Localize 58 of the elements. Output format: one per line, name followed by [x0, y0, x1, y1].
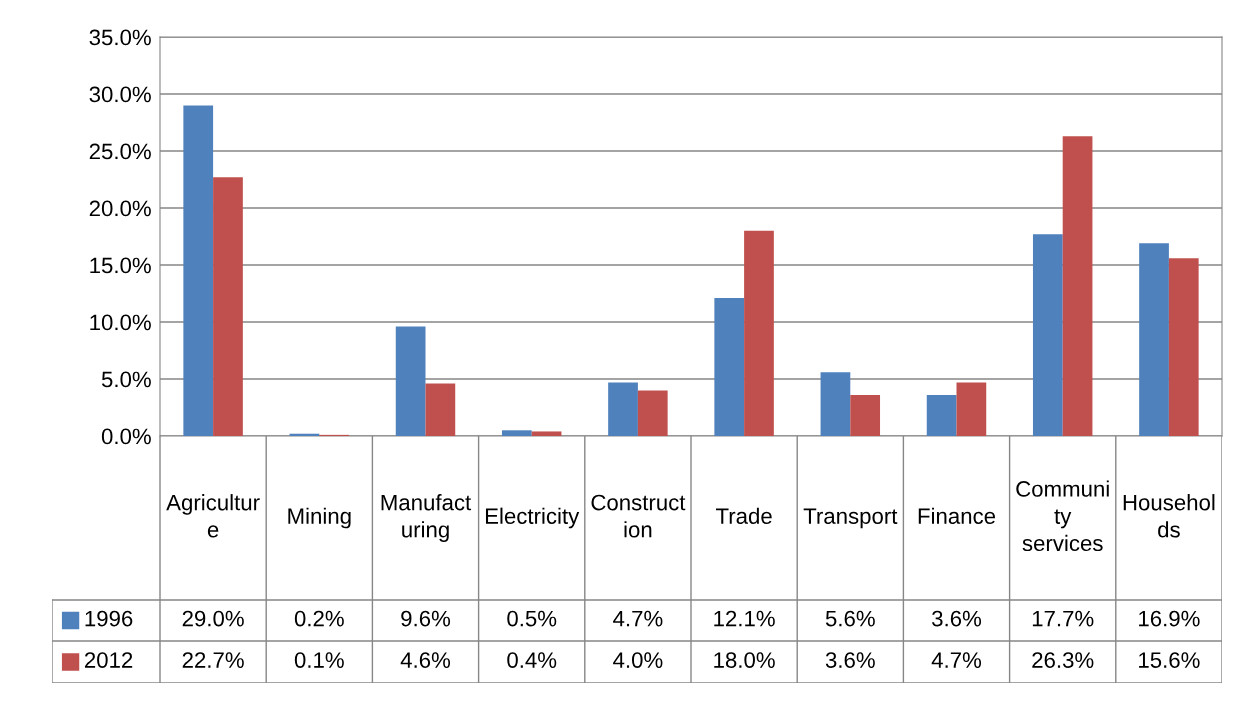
data-label: 26.3%: [1032, 652, 1094, 668]
bar: [425, 383, 456, 436]
data-label: 12.1%: [714, 610, 775, 627]
data-label: 16.9%: [1139, 610, 1200, 627]
bar: [637, 390, 668, 436]
bar: [820, 372, 851, 436]
bar: [1168, 258, 1199, 436]
bar: [608, 382, 638, 436]
data-label: 29.0%: [182, 610, 244, 627]
x-tick-label: Finance: [918, 507, 996, 524]
bar: [213, 177, 243, 436]
x-tick-label: Community services: [1016, 480, 1109, 552]
bar: [714, 298, 745, 436]
y-tick-label: 5.0%: [101, 371, 151, 388]
x-tick-label: Manufacturing: [381, 494, 472, 542]
x-tick-label: Transport: [803, 508, 898, 529]
data-label: 15.6%: [1139, 652, 1200, 668]
bar: [183, 105, 214, 436]
x-tick-label: Households: [1123, 494, 1215, 538]
y-tick-label: 30.0%: [89, 86, 151, 103]
y-tick-label: 20.0%: [89, 200, 151, 217]
data-label: 0.1%: [294, 652, 344, 668]
data-label: 4.0%: [613, 652, 663, 668]
x-tick-label: Electricity: [485, 507, 580, 529]
data-label: 17.7%: [1032, 610, 1094, 627]
bar: [501, 430, 532, 436]
y-tick-label: 15.0%: [90, 257, 151, 274]
y-tick-label: 35.0%: [89, 29, 151, 46]
data-label: 22.7%: [182, 652, 244, 668]
data-label: 0.2%: [294, 610, 344, 627]
data-label: 0.4%: [507, 652, 557, 668]
x-tick-label: Trade: [715, 507, 772, 524]
legend-label: 2012: [84, 652, 133, 668]
data-label: 9.6%: [401, 610, 451, 627]
bar: [395, 326, 426, 436]
data-label: 5.6%: [825, 610, 875, 627]
data-label: 3.6%: [825, 652, 875, 668]
x-tick-label: Mining: [288, 507, 351, 529]
data-label: 18.0%: [714, 652, 775, 668]
bar: [850, 394, 881, 436]
data-label: 4.7%: [931, 652, 982, 668]
x-tick-label: Agriculture: [166, 494, 260, 538]
data-label: 4.6%: [400, 652, 451, 668]
data-label: 3.6%: [932, 610, 982, 627]
y-tick-label: 0.0%: [101, 428, 151, 445]
bar: [744, 230, 774, 436]
bar: [1032, 234, 1063, 436]
bar: [926, 394, 957, 436]
y-tick-label: 10.0%: [90, 314, 151, 331]
legend-label: 1996: [85, 610, 133, 627]
bar: [1062, 136, 1093, 436]
bar: [531, 431, 562, 436]
data-label: 4.7%: [613, 610, 663, 627]
data-label: 0.5%: [507, 610, 557, 627]
y-tick-label: 25.0%: [89, 143, 151, 160]
bar: [956, 382, 987, 436]
bar: [1139, 243, 1169, 436]
x-tick-label: Construction: [591, 494, 686, 538]
